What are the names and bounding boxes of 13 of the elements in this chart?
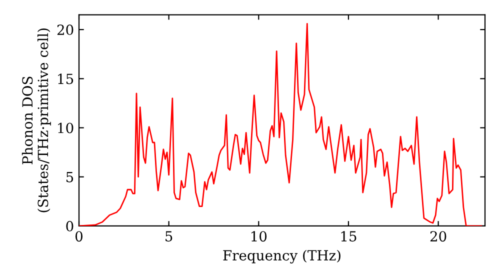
y-tick-label: 10	[58, 122, 74, 134]
y-tick-label: 0	[66, 220, 74, 232]
x-tick-label: 5	[166, 231, 172, 242]
line-series	[79, 22, 482, 226]
x-tick-label: 10	[252, 231, 267, 242]
x-axis-title: Frequency (THz)	[223, 250, 340, 264]
y-tick-label: 20	[57, 24, 74, 36]
y-axis-title: Phonon DOS (States/THz·primitive cell)	[22, 28, 51, 212]
x-tick-label: 20	[430, 231, 446, 242]
x-tick-label: 0	[75, 231, 82, 242]
y-tick-label: 5	[66, 172, 74, 182]
y-tick-label: 15	[58, 74, 74, 84]
x-tick-label: 15	[341, 231, 356, 242]
